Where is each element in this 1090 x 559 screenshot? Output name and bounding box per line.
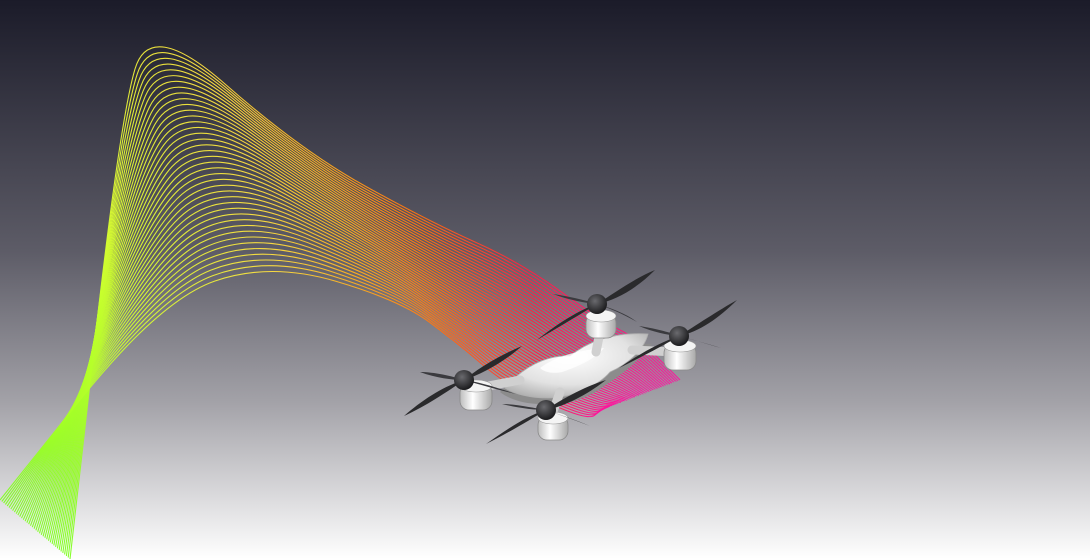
motor-pod-rear-left (585, 309, 617, 339)
streamline (3, 259, 605, 504)
propeller-rear-left (537, 270, 655, 340)
propeller-rear-right (619, 300, 737, 368)
streamline (8, 242, 611, 508)
drone-canopy-highlight (540, 348, 604, 373)
streamline (4, 253, 607, 505)
streamline (10, 236, 613, 510)
propeller-front-right (486, 380, 606, 444)
streamline (6, 247, 609, 507)
streamline (0, 270, 601, 501)
propeller-front-left (404, 346, 522, 416)
streamline (1, 265, 603, 502)
quadcopter-drone (404, 270, 737, 444)
